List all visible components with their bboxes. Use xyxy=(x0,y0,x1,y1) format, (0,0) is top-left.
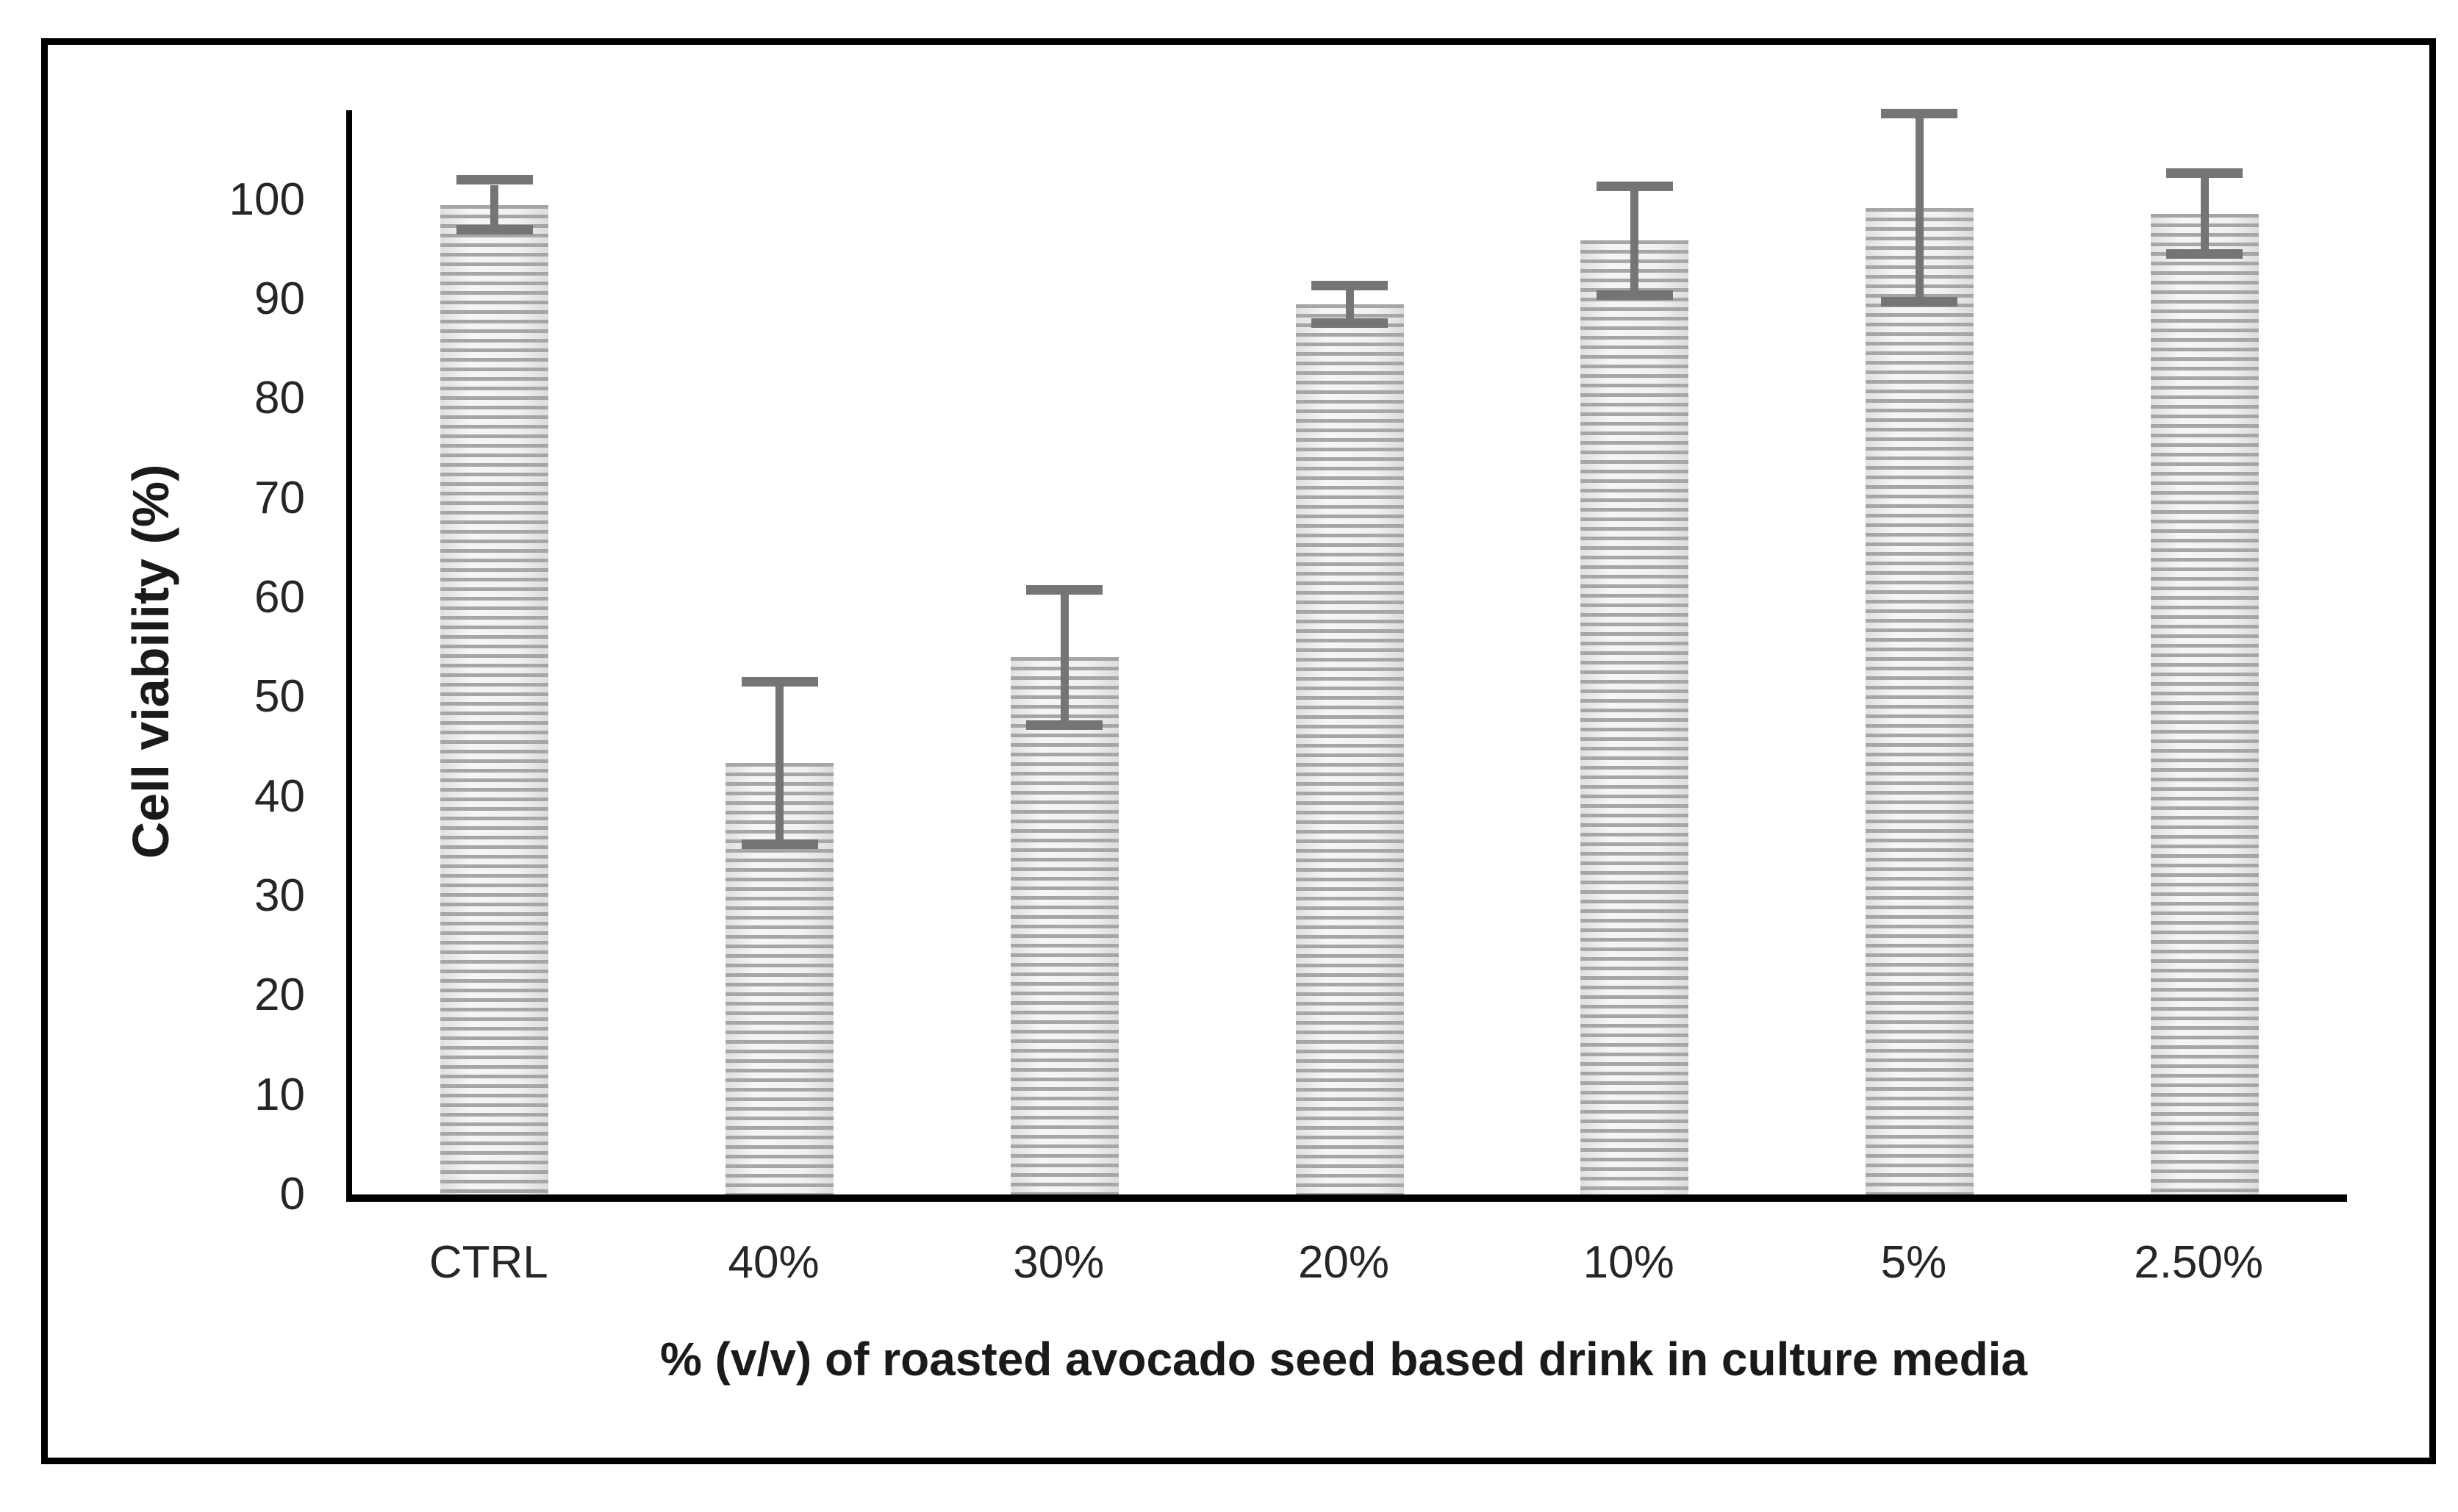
y-tick-label: 80 xyxy=(254,373,305,424)
error-bar-stem xyxy=(1915,118,1924,297)
error-bar-stem xyxy=(1630,191,1639,290)
y-tick-label: 60 xyxy=(254,572,305,623)
y-tick-label: 10 xyxy=(254,1069,305,1120)
bar-ctrl xyxy=(440,205,549,1194)
error-bar-cap-bottom xyxy=(2166,249,2243,259)
x-tick-label: 40% xyxy=(728,1237,820,1288)
x-tick-label: 2.50% xyxy=(2134,1237,2264,1288)
y-tick-label: 0 xyxy=(279,1169,305,1219)
error-bar-cap-top xyxy=(456,175,533,184)
error-bar-cap-bottom xyxy=(1881,297,1958,307)
error-bar-cap-bottom xyxy=(1596,290,1673,300)
bar-30- xyxy=(1010,657,1119,1194)
error-bar-cap-bottom xyxy=(456,225,533,234)
x-tick-label: 30% xyxy=(1013,1237,1105,1288)
x-tick-label: 10% xyxy=(1583,1237,1674,1288)
y-tick-label: 30 xyxy=(254,870,305,922)
y-tick-label: 40 xyxy=(254,770,305,822)
error-bar-stem xyxy=(775,687,784,839)
error-bar-cap-bottom xyxy=(1311,318,1388,328)
error-bar-cap-top xyxy=(2166,168,2243,178)
figure-border xyxy=(41,38,2436,1464)
x-tick-label: 5% xyxy=(1880,1237,1947,1288)
error-bar-cap-top xyxy=(1881,109,1958,118)
bar-5- xyxy=(1865,208,1974,1194)
error-bar-cap-bottom xyxy=(741,839,818,849)
bar-20- xyxy=(1295,304,1404,1194)
x-axis-title: % (v/v) of roasted avocado seed based dr… xyxy=(659,1333,2028,1386)
error-bar-stem xyxy=(1345,290,1354,318)
x-tick-label: CTRL xyxy=(429,1237,548,1288)
error-bar-stem xyxy=(2200,178,2209,249)
y-tick-label: 20 xyxy=(254,970,305,1021)
error-bar-cap-top xyxy=(1026,585,1103,595)
error-bar-cap-top xyxy=(1311,281,1388,290)
error-bar-stem xyxy=(490,185,499,225)
y-tick-label: 100 xyxy=(229,173,305,225)
plot-area xyxy=(346,109,2347,1202)
y-tick-label: 70 xyxy=(254,472,305,523)
error-bar-stem xyxy=(1060,595,1069,720)
y-tick-label: 50 xyxy=(254,671,305,723)
error-bar-cap-top xyxy=(1596,182,1673,191)
bar-10- xyxy=(1580,240,1689,1194)
y-tick-label: 90 xyxy=(254,273,305,325)
bar-2.50- xyxy=(2150,214,2259,1194)
error-bar-cap-top xyxy=(741,677,818,687)
error-bar-cap-bottom xyxy=(1026,720,1103,730)
x-tick-label: 20% xyxy=(1297,1237,1390,1288)
